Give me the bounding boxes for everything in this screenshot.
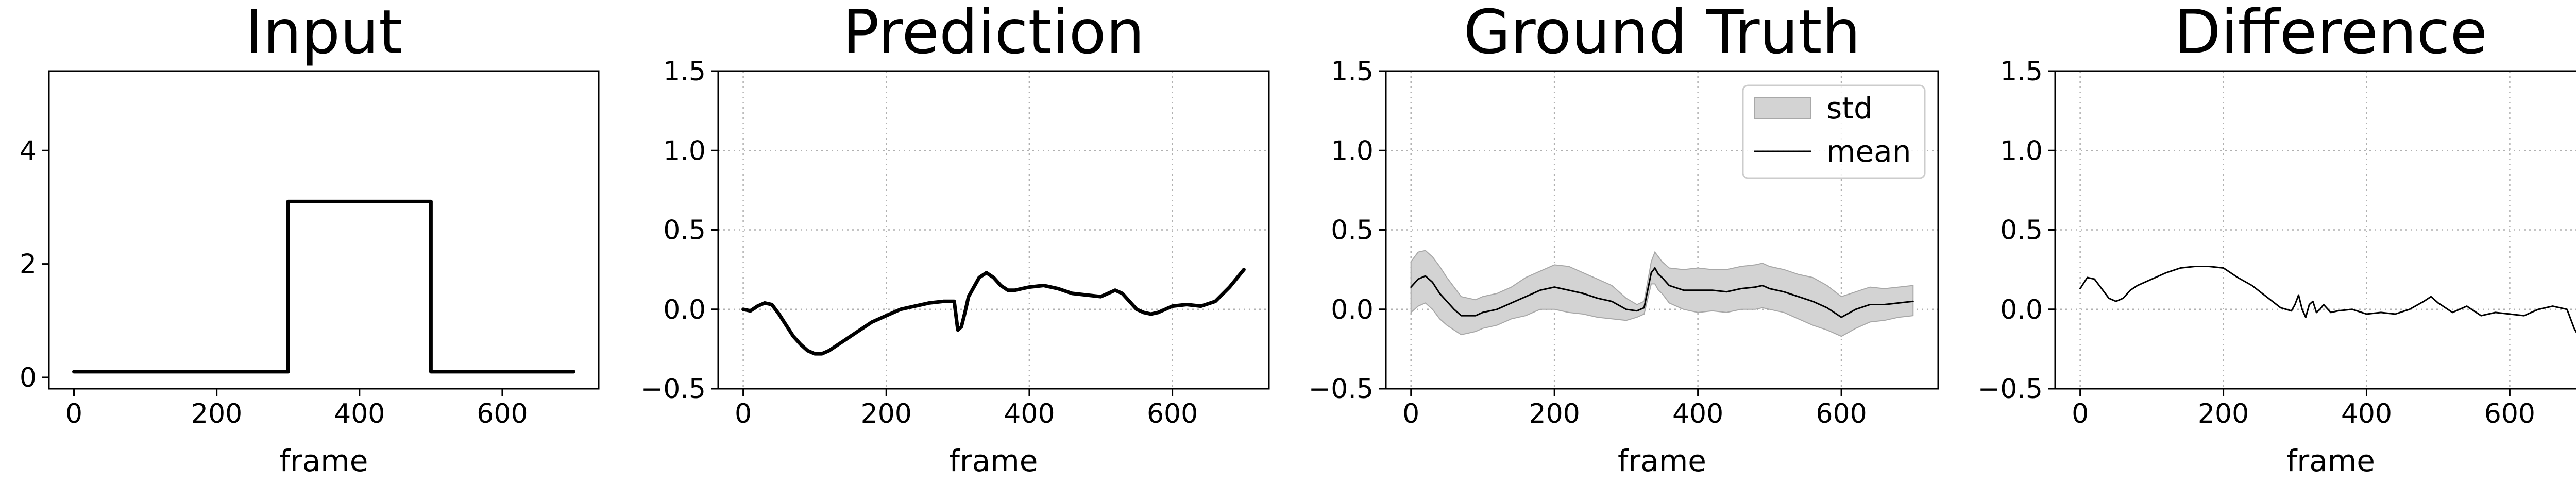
y-tick-label: 0.5 <box>663 215 706 246</box>
y-tick-label: 1.5 <box>1331 56 1374 87</box>
x-tick-label: 200 <box>861 399 912 429</box>
x-tick-label: 600 <box>1147 399 1198 429</box>
std-band <box>1410 250 1914 337</box>
y-tick-label: 0.0 <box>2000 295 2043 325</box>
series-line <box>72 199 575 374</box>
panel-prediction: Prediction 0 200 400 600 −0.5 0.0 0.5 1.0 1.5 fram… <box>641 0 1270 478</box>
legend-label: std <box>1826 91 1873 126</box>
x-tick-label: 400 <box>1004 399 1055 429</box>
y-tick-label: −0.5 <box>1978 374 2043 405</box>
axes-frame <box>48 70 600 390</box>
panel-title: Prediction <box>842 0 1144 67</box>
y-tick-label: −0.5 <box>641 374 706 405</box>
y-tick-label: −0.5 <box>1309 374 1374 405</box>
y-tick-label: 0.0 <box>663 295 706 325</box>
x-tick-label: 0 <box>65 399 82 429</box>
x-tick-label: 600 <box>2484 399 2535 429</box>
panel-title: Ground Truth <box>1464 0 1861 67</box>
legend-std-swatch <box>1754 97 1811 119</box>
x-tick-label: 200 <box>2198 399 2249 429</box>
panel-ground-truth: Ground Truth 0 200 400 600 −0.5 0.0 0.5 1.0 1.5 fr… <box>1309 0 1939 478</box>
x-tick-label: 0 <box>2072 399 2089 429</box>
y-tick-label: 1.0 <box>1331 135 1374 166</box>
y-tick-label: 0 <box>20 362 37 393</box>
x-tick-label: 600 <box>477 399 528 429</box>
y-tick-label: 4 <box>20 135 37 166</box>
x-axis-label: frame <box>2286 443 2375 478</box>
y-tick-label: 2 <box>20 249 37 280</box>
x-axis-label: frame <box>280 443 368 478</box>
x-tick-label: 0 <box>1402 399 1419 429</box>
x-tick-label: 200 <box>1529 399 1580 429</box>
y-tick-label: 0.0 <box>1331 295 1374 325</box>
series-line <box>2079 266 2576 334</box>
x-axis-label: frame <box>1618 443 1706 478</box>
y-tick-label: 1.5 <box>663 56 706 87</box>
x-tick-label: 200 <box>191 399 242 429</box>
panel-title: Input <box>245 0 403 67</box>
mean-line <box>1410 267 1914 318</box>
x-tick-label: 400 <box>2341 399 2392 429</box>
panel-title: Difference <box>2174 0 2487 67</box>
x-tick-label: 400 <box>1672 399 1723 429</box>
legend-label: mean <box>1826 134 1911 169</box>
y-tick-label: 0.5 <box>2000 215 2043 246</box>
panel-input: Input 0 200 400 600 0 2 4 frame <box>20 0 600 478</box>
y-tick-label: 0.5 <box>1331 215 1374 246</box>
x-tick-label: 0 <box>735 399 752 429</box>
x-tick-label: 400 <box>334 399 385 429</box>
y-tick-label: 1.0 <box>663 135 706 166</box>
series-line <box>741 268 1246 356</box>
panel-difference: Difference 0 200 400 600 −0.5 0.0 0.5 1.0 1.5 fram… <box>1978 0 2576 478</box>
y-tick-label: 1.5 <box>2000 56 2043 87</box>
y-tick-label: 1.0 <box>2000 135 2043 166</box>
x-tick-label: 600 <box>1816 399 1867 429</box>
x-axis-label: frame <box>950 443 1038 478</box>
